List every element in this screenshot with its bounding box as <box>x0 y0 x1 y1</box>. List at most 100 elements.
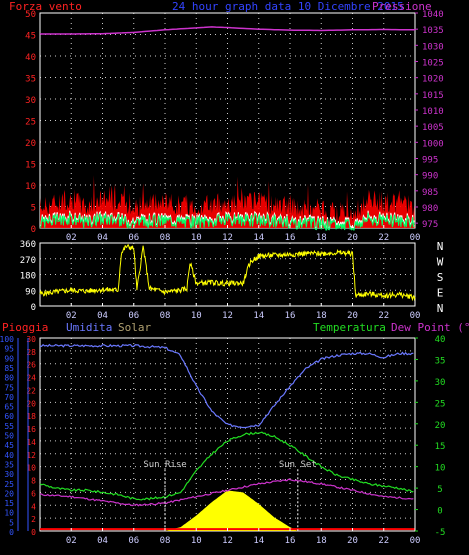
climate-xtick-label: 18 <box>316 536 327 546</box>
humidity-ytick-label: 24 <box>26 374 36 383</box>
rain-ytick-label: 90 <box>4 354 14 363</box>
compass-label: N <box>437 240 444 253</box>
direction-xtick-label: 16 <box>285 311 296 321</box>
pressure-ytick-label: 1010 <box>422 107 444 117</box>
pressure-line <box>40 26 415 35</box>
wind-axis-title: Forza vento <box>9 0 82 13</box>
wind-ytick-label: 45 <box>25 32 36 42</box>
climate-xtick-label: 04 <box>97 536 108 546</box>
pressure-ytick-label: 1020 <box>422 75 444 85</box>
humidity-ytick-label: 12 <box>26 451 36 460</box>
dewpoint-axis-title: Dew Point (°C) <box>391 321 469 334</box>
dewpoint-line <box>39 478 414 507</box>
humidity-ytick-label: 16 <box>26 425 36 434</box>
rain-ytick-label: 10 <box>4 509 14 518</box>
wind-ytick-label: 15 <box>25 161 36 171</box>
temp-ytick-label: -5 <box>435 528 446 538</box>
climate-xtick-label: 16 <box>285 536 296 546</box>
wind-ytick-label: 30 <box>25 96 36 106</box>
humidity-ytick-label: 20 <box>26 399 36 408</box>
rain-ytick-label: 70 <box>4 393 14 402</box>
compass-label: N <box>437 302 444 315</box>
rain-ytick-label: 20 <box>4 489 14 498</box>
wind-ytick-label: 35 <box>25 75 36 85</box>
temp-ytick-label: 35 <box>435 356 446 366</box>
direction-xtick-label: 08 <box>160 311 171 321</box>
wind-xtick-label: 22 <box>378 233 389 243</box>
rain-ytick-label: 50 <box>4 432 14 441</box>
temp-ytick-label: 10 <box>435 464 446 474</box>
rain-ytick-label: 30 <box>4 470 14 479</box>
wind-avg-line <box>39 212 415 231</box>
solar-area <box>165 490 298 531</box>
wind-gust-area <box>40 175 415 228</box>
pressure-ytick-label: 990 <box>422 172 438 182</box>
wind-xtick-label: 08 <box>160 233 171 243</box>
rain-ytick-label: 55 <box>4 422 14 431</box>
direction-ytick-label: 180 <box>20 272 36 282</box>
wind-xtick-label: 14 <box>253 233 264 243</box>
humidity-ytick-label: 30 <box>26 335 36 344</box>
wind-ytick-label: 10 <box>25 182 36 192</box>
climate-xtick-label: 12 <box>222 536 233 546</box>
direction-ytick-label: 90 <box>25 287 36 297</box>
wind-xtick-label: 18 <box>316 233 327 243</box>
direction-xtick-label: 02 <box>66 311 77 321</box>
compass-label: S <box>437 271 444 284</box>
climate-xtick-label: 06 <box>128 536 139 546</box>
pressure-ytick-label: 985 <box>422 188 438 198</box>
rain-ytick-label: 35 <box>4 460 14 469</box>
rain-ytick-label: 45 <box>4 441 14 450</box>
humidity-ytick-label: 10 <box>26 464 36 473</box>
direction-xtick-label: 12 <box>222 311 233 321</box>
pressure-ytick-label: 1030 <box>422 42 444 52</box>
climate-xtick-label: 10 <box>191 536 202 546</box>
humidity-ytick-label: 2 <box>31 515 36 524</box>
pressure-ytick-label: 1040 <box>422 10 444 20</box>
temperature-axis-title: Temperatura <box>313 321 386 334</box>
wind-ytick-label: 5 <box>31 204 36 214</box>
temp-ytick-label: 5 <box>437 485 442 495</box>
pressure-ytick-label: 1000 <box>422 139 444 149</box>
wind-xtick-label: 00 <box>410 233 421 243</box>
rain-ytick-label: 5 <box>9 518 14 527</box>
rain-ytick-label: 0 <box>9 528 14 537</box>
temp-ytick-label: 40 <box>435 335 446 345</box>
wind-ytick-label: 25 <box>25 118 36 128</box>
wind-xtick-label: 10 <box>191 233 202 243</box>
pressure-axis-title: Pressione <box>372 0 432 13</box>
temp-ytick-label: 15 <box>435 442 446 452</box>
humidity-ytick-label: 22 <box>26 386 36 395</box>
rain-ytick-label: 25 <box>4 480 14 489</box>
compass-label: W <box>437 256 444 269</box>
wind-xtick-label: 02 <box>66 233 77 243</box>
temp-ytick-label: 20 <box>435 421 446 431</box>
humidity-ytick-label: 0 <box>31 528 36 537</box>
pressure-ytick-label: 975 <box>422 220 438 230</box>
wind-ytick-label: 40 <box>25 53 36 63</box>
rain-ytick-label: 15 <box>4 499 14 508</box>
wind-ytick-label: 50 <box>25 10 36 20</box>
rain-ytick-label: 60 <box>4 412 14 421</box>
rain-ytick-label: 95 <box>4 345 14 354</box>
direction-xtick-label: 06 <box>128 311 139 321</box>
temp-ytick-label: 25 <box>435 399 446 409</box>
solar-title: Solar <box>118 321 151 334</box>
humidity-ytick-label: 6 <box>31 489 36 498</box>
sunrise-label: Sun Rise <box>143 460 186 470</box>
direction-xtick-label: 18 <box>316 311 327 321</box>
climate-xtick-label: 14 <box>253 536 264 546</box>
humidity-ytick-label: 4 <box>31 502 36 511</box>
direction-ytick-label: 360 <box>20 240 36 250</box>
rain-ytick-label: 85 <box>4 364 14 373</box>
pressure-ytick-label: 1025 <box>422 58 444 68</box>
direction-panel <box>39 242 416 307</box>
humidity-ytick-label: 14 <box>26 438 36 447</box>
direction-xtick-label: 04 <box>97 311 108 321</box>
wind-ytick-label: 20 <box>25 139 36 149</box>
axes-layer: 02 04 06 08 10 12 14 16 18 20 22 000510152025303540… <box>0 10 445 546</box>
wind-xtick-label: 04 <box>97 233 108 243</box>
humidity-ytick-label: 8 <box>31 477 36 486</box>
temp-ytick-label: 0 <box>437 507 442 517</box>
direction-ytick-label: 0 <box>31 303 36 313</box>
